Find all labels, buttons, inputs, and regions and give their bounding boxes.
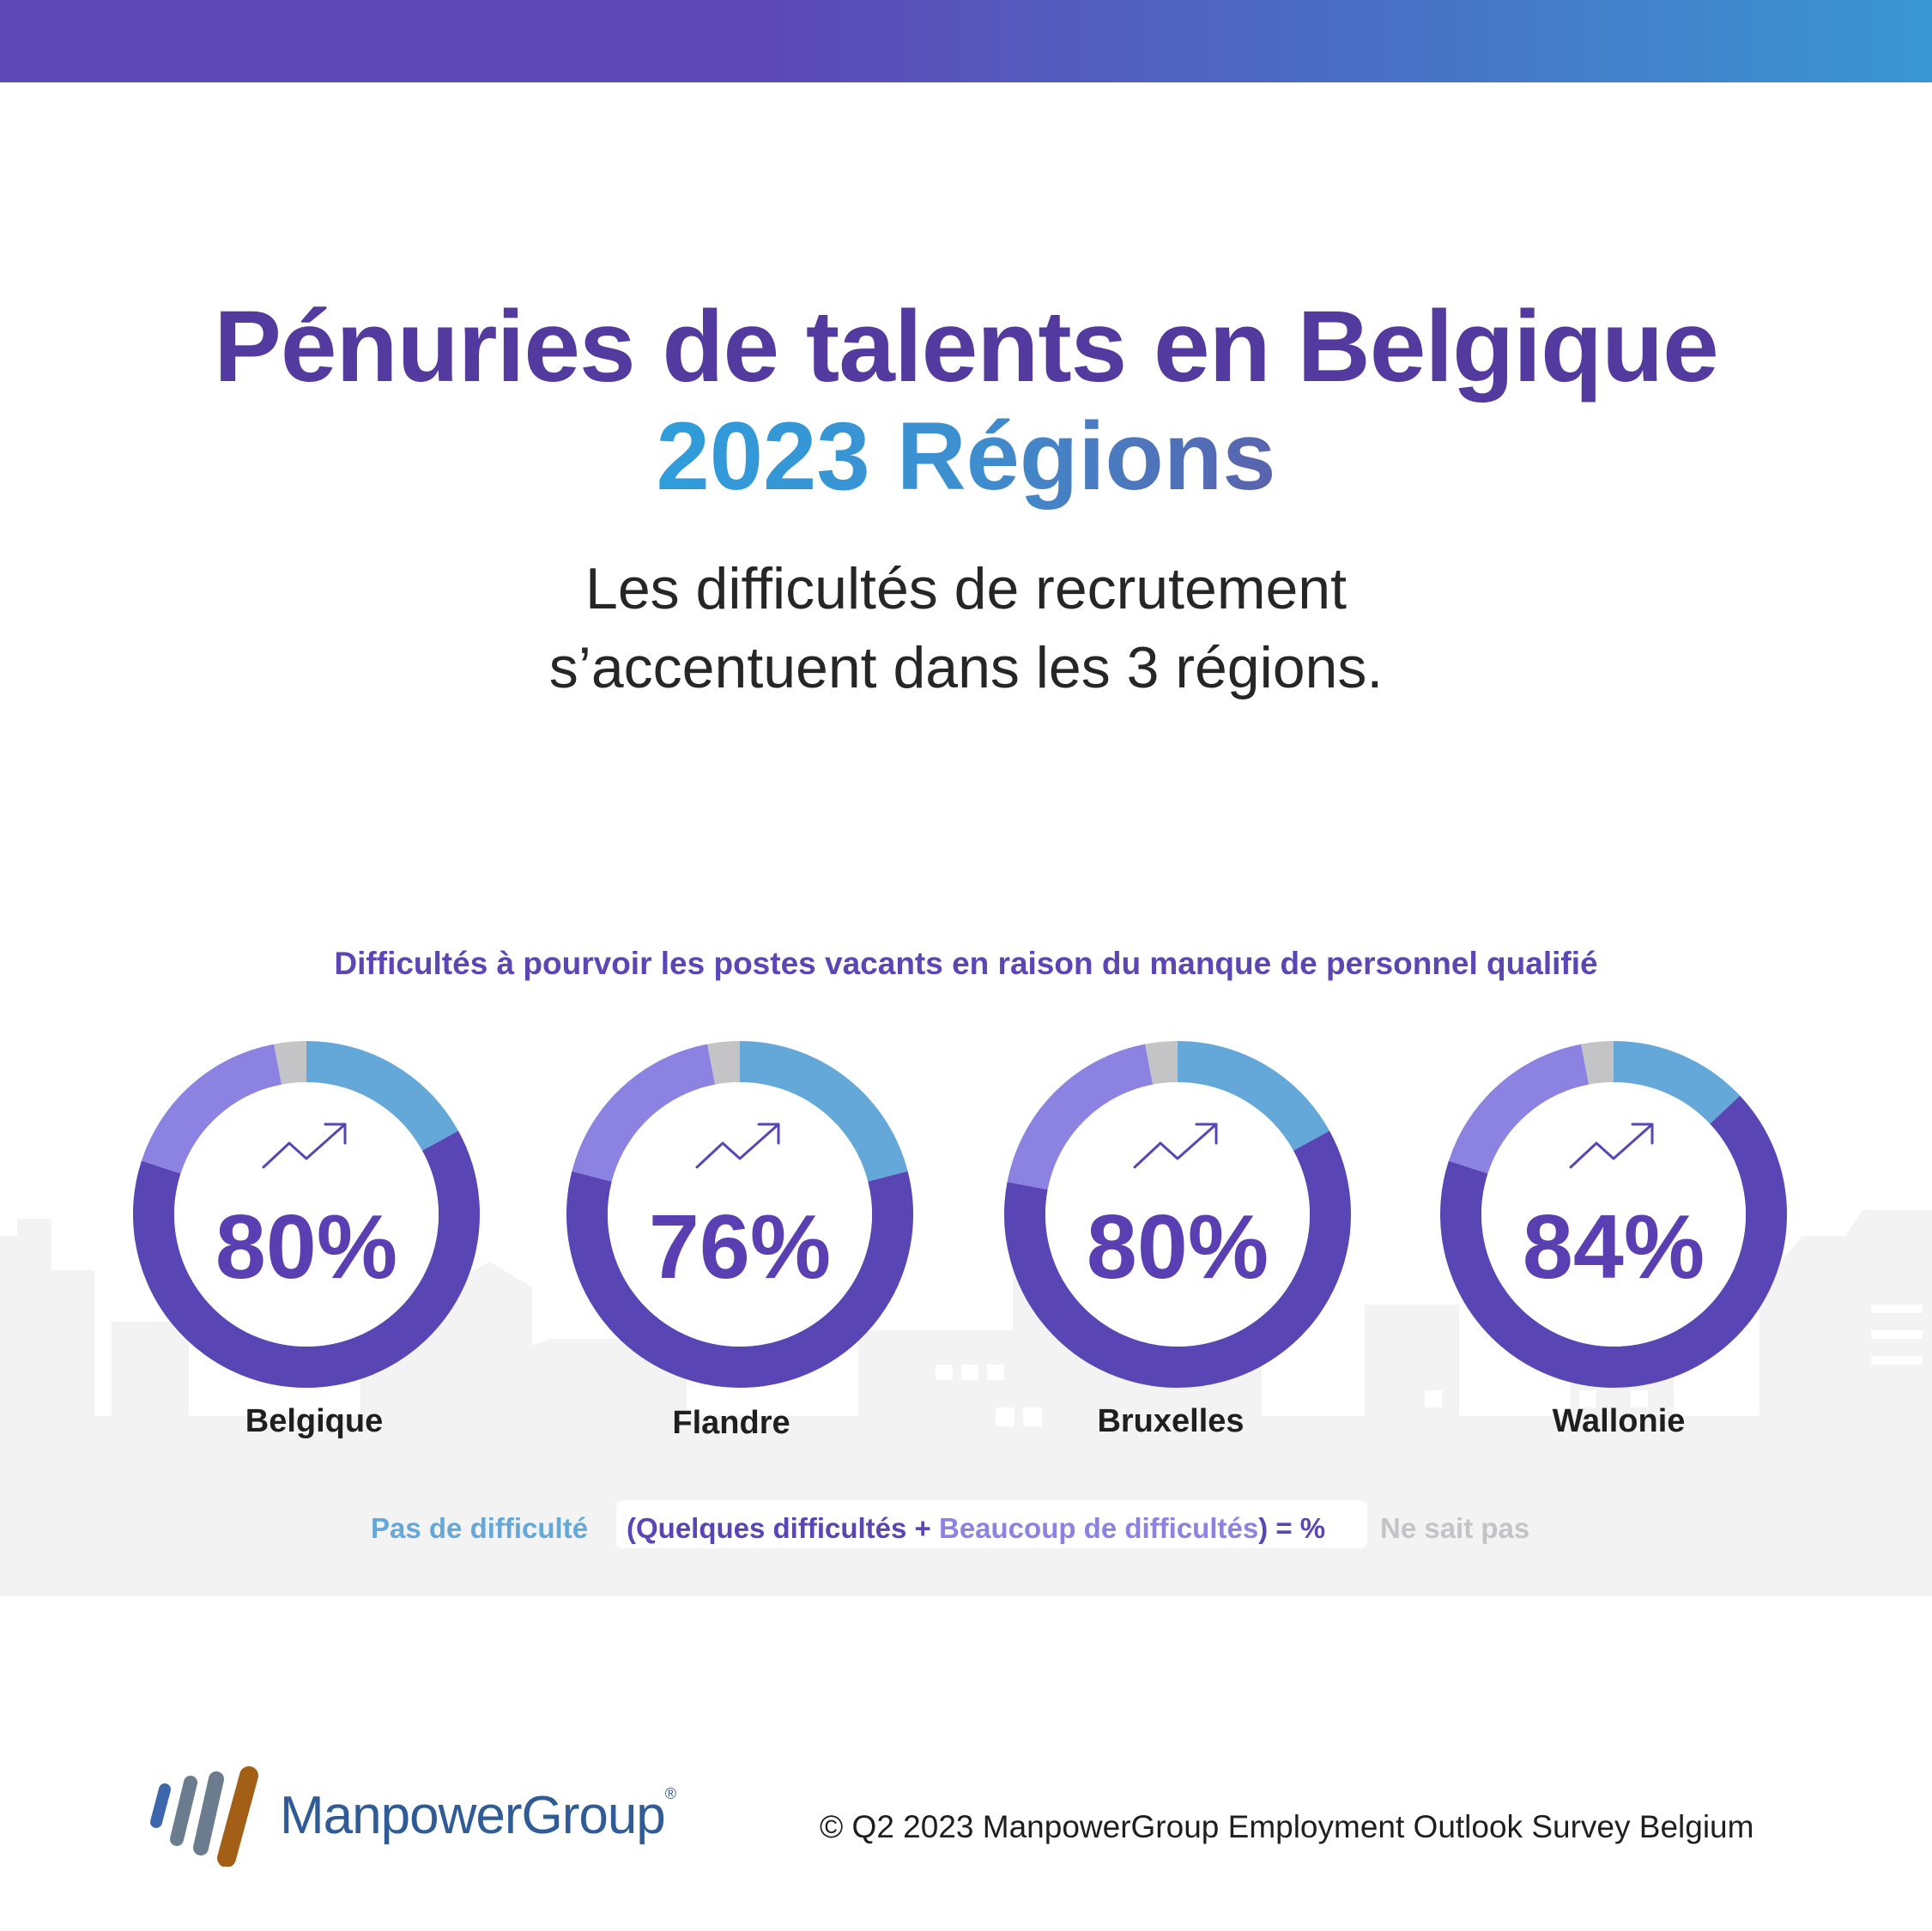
trend-up-arrow-icon	[1133, 1123, 1218, 1169]
legend-formula-end: ) = %	[1258, 1512, 1326, 1544]
donut-flandre: 76% Flandre	[566, 1041, 913, 1441]
donut-segment-beaucoup-de-difficult-s	[141, 1044, 282, 1174]
brand-name-text: ManpowerGroup	[280, 1786, 666, 1845]
donut-segment-ne-sait-pas	[274, 1041, 307, 1085]
page-title: Pénuries de talents en Belgique	[214, 290, 1719, 403]
donut-segment-quelques-difficult-s	[133, 1130, 480, 1388]
region-label: Bruxelles	[1097, 1403, 1244, 1439]
trend-up-arrow-icon	[1569, 1123, 1654, 1169]
chart-title: Difficultés à pourvoir les postes vacant…	[334, 946, 1598, 981]
donut-percent-label: 84%	[1523, 1196, 1705, 1298]
legend-dont-know-label: Ne sait pas	[1380, 1512, 1530, 1544]
donut-charts: 80% Belgique 76% Flandre 80% Bruxelles 84% Wall…	[133, 1041, 1787, 1441]
trend-up-arrow-icon	[695, 1123, 780, 1169]
legend-some-label: (Quelques difficultés +	[627, 1512, 939, 1544]
brand-name: ManpowerGroup®	[280, 1785, 676, 1846]
donut-segment-ne-sait-pas	[1581, 1041, 1614, 1085]
donut-percent-label: 80%	[1087, 1196, 1269, 1298]
donut-segment-beaucoup-de-difficult-s	[1007, 1044, 1154, 1190]
subtitle: Les difficultés de recrutement s’accentu…	[0, 549, 1932, 707]
donut-segment-beaucoup-de-difficult-s	[1448, 1044, 1590, 1174]
region-label: Wallonie	[1553, 1403, 1686, 1439]
donut-segment-pas-de-difficult-	[306, 1041, 459, 1152]
legend-formula: (Quelques difficultés + Beaucoup de diff…	[627, 1512, 1325, 1545]
subtitle-line-1: Les difficultés de recrutement	[585, 556, 1347, 621]
donut-center	[608, 1082, 872, 1347]
donut-segment-pas-de-difficult-	[739, 1041, 908, 1183]
region-label: Flandre	[672, 1405, 790, 1441]
legend-highlight-box	[616, 1500, 1367, 1548]
trend-up-arrow-icon	[262, 1123, 347, 1169]
registered-mark: ®	[664, 1785, 676, 1802]
donut-bruxelles: 80% Bruxelles	[1004, 1041, 1351, 1439]
legend-no-difficulty-label: Pas de difficulté	[371, 1512, 589, 1544]
legend-no-difficulty: Pas de difficulté	[371, 1512, 588, 1545]
manpowergroup-logo-icon	[150, 1766, 258, 1867]
donut-percent-label: 80%	[215, 1196, 397, 1298]
donut-segment-quelques-difficult-s	[1004, 1130, 1351, 1388]
donut-percent-label: 76%	[649, 1196, 831, 1298]
title-year-text: 2023 Régions	[656, 403, 1276, 510]
page-title-year: 2023 Régions	[0, 409, 1932, 505]
legend-dont-know: Ne sait pas	[1380, 1512, 1529, 1545]
donut-segment-ne-sait-pas	[1145, 1041, 1178, 1085]
donut-segment-beaucoup-de-difficult-s	[572, 1044, 716, 1183]
donut-belgique: 80% Belgique	[133, 1041, 480, 1439]
region-label: Belgique	[245, 1403, 383, 1439]
legend-many-label: Beaucoup de difficultés	[938, 1512, 1259, 1544]
donut-segment-pas-de-difficult-	[1613, 1041, 1741, 1124]
donut-segment-pas-de-difficult-	[1177, 1041, 1330, 1152]
donut-wallonie: 84% Wallonie	[1440, 1041, 1787, 1439]
donut-center	[1481, 1082, 1746, 1347]
subtitle-line-2: s’accentuent dans les 3 régions.	[548, 635, 1384, 700]
copyright-text: © Q2 2023 ManpowerGroup Employment Outlo…	[820, 1809, 1754, 1844]
donut-center	[174, 1082, 439, 1347]
donut-segment-ne-sait-pas	[707, 1041, 741, 1085]
donut-segment-quelques-difficult-s	[566, 1171, 913, 1388]
donut-center	[1045, 1082, 1310, 1347]
donut-segment-quelques-difficult-s	[1440, 1095, 1787, 1388]
top-gradient-bar	[0, 0, 1932, 82]
